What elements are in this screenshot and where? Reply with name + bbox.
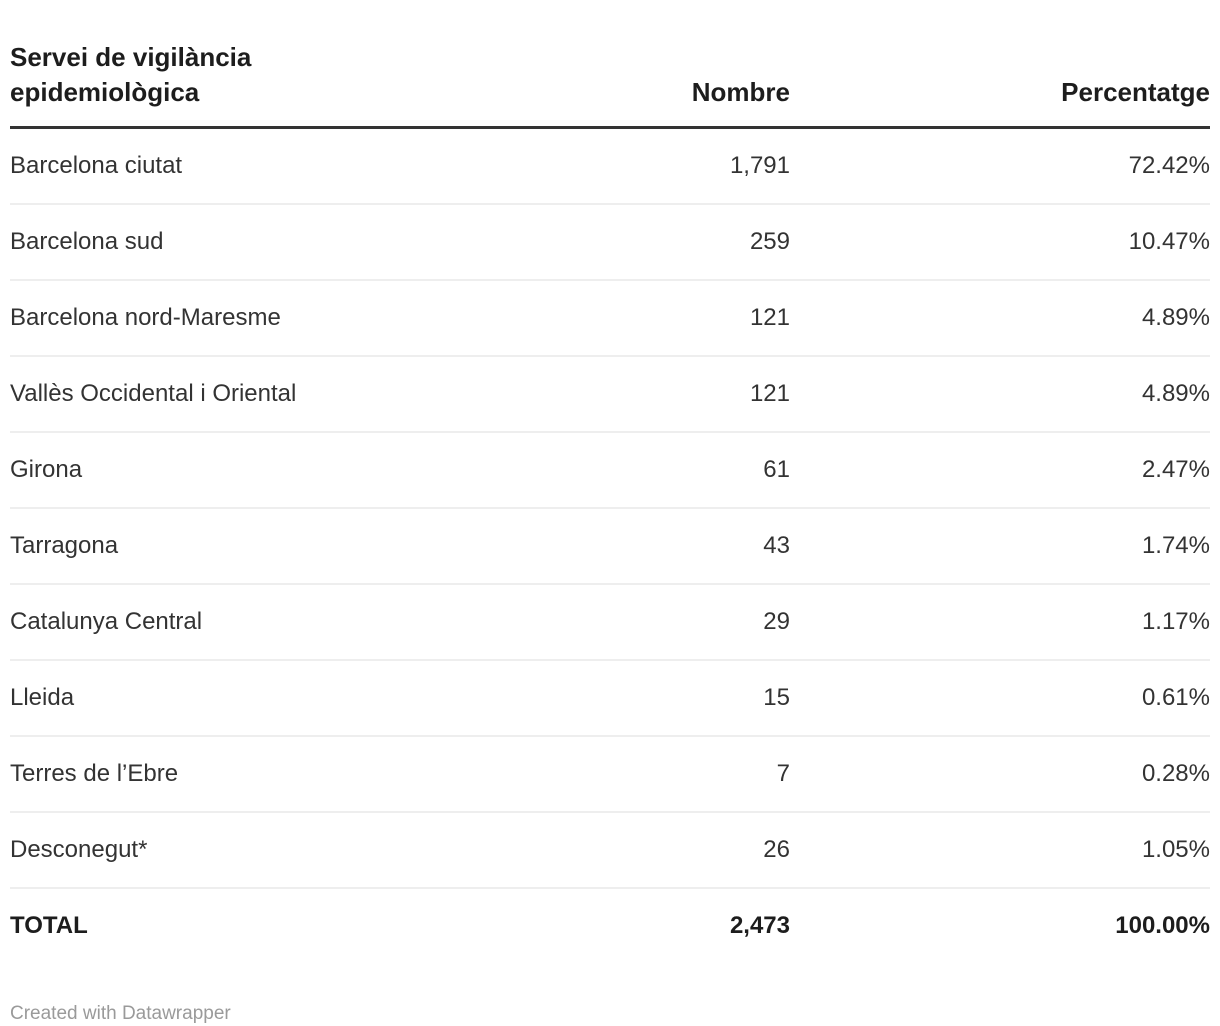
header-row: Servei de vigilància epidemiològica Nomb… bbox=[10, 40, 1210, 129]
row-nombre: 61 bbox=[390, 432, 790, 509]
table-row: Barcelona ciutat 1,791 72.42% bbox=[10, 127, 1210, 205]
chart-footer: Created with Datawrapper bbox=[10, 1003, 1210, 1025]
row-label: Lleida bbox=[10, 660, 390, 737]
total-percentatge: 100.00% bbox=[1115, 912, 1210, 939]
row-nombre: 121 bbox=[390, 356, 790, 433]
data-table: Servei de vigilància epidemiològica Nomb… bbox=[10, 40, 1210, 963]
row-nombre: 29 bbox=[390, 584, 790, 661]
row-label: Desconegut* bbox=[10, 812, 390, 889]
row-percentatge: 0.28% bbox=[790, 736, 1210, 813]
row-label: Terres de l’Ebre bbox=[10, 736, 390, 813]
row-nombre: 7 bbox=[390, 736, 790, 813]
row-percentatge: 4.89% bbox=[790, 280, 1210, 357]
table-row: Girona 61 2.47% bbox=[10, 432, 1210, 509]
row-nombre: 1,791 bbox=[390, 127, 790, 205]
table-row: Barcelona nord-Maresme 121 4.89% bbox=[10, 280, 1210, 357]
row-percentatge: 1.74% bbox=[790, 508, 1210, 585]
column-header-percentatge: Percentatge bbox=[790, 40, 1210, 129]
row-nombre: 121 bbox=[390, 280, 790, 357]
row-percentatge: 1.05% bbox=[790, 812, 1210, 889]
table-row: Tarragona 43 1.74% bbox=[10, 508, 1210, 585]
table-row: Catalunya Central 29 1.17% bbox=[10, 584, 1210, 661]
row-label: Tarragona bbox=[10, 508, 390, 585]
row-nombre: 43 bbox=[390, 508, 790, 585]
row-percentatge: 10.47% bbox=[790, 204, 1210, 281]
row-percentatge: 2.47% bbox=[790, 432, 1210, 509]
row-label: Vallès Occidental i Oriental bbox=[10, 356, 390, 433]
row-nombre: 15 bbox=[390, 660, 790, 737]
table-row: Desconegut* 26 1.05% bbox=[10, 812, 1210, 889]
row-percentatge: 4.89% bbox=[790, 356, 1210, 433]
row-label: Girona bbox=[10, 432, 390, 509]
row-label: Catalunya Central bbox=[10, 584, 390, 661]
table-row: Barcelona sud 259 10.47% bbox=[10, 204, 1210, 281]
row-nombre: 26 bbox=[390, 812, 790, 889]
table-body: Barcelona ciutat 1,791 72.42% Barcelona … bbox=[10, 127, 1210, 889]
row-label: Barcelona sud bbox=[10, 204, 390, 281]
table-row: Vallès Occidental i Oriental 121 4.89% bbox=[10, 356, 1210, 433]
row-nombre: 259 bbox=[390, 204, 790, 281]
row-label: Barcelona nord-Maresme bbox=[10, 280, 390, 357]
total-label: TOTAL bbox=[10, 912, 88, 939]
table-row: Terres de l’Ebre 7 0.28% bbox=[10, 736, 1210, 813]
column-header-nombre: Nombre bbox=[390, 40, 790, 129]
row-percentatge: 0.61% bbox=[790, 660, 1210, 737]
datawrapper-credit-link[interactable]: Created with Datawrapper bbox=[10, 1003, 231, 1024]
column-header-servei: Servei de vigilància epidemiològica bbox=[10, 40, 390, 129]
row-percentatge: 72.42% bbox=[790, 127, 1210, 205]
total-row: TOTAL 2,473 100.00% bbox=[10, 888, 1210, 963]
row-label: Barcelona ciutat bbox=[10, 127, 390, 205]
total-nombre: 2,473 bbox=[729, 912, 790, 939]
row-percentatge: 1.17% bbox=[790, 584, 1210, 661]
table-row: Lleida 15 0.61% bbox=[10, 660, 1210, 737]
